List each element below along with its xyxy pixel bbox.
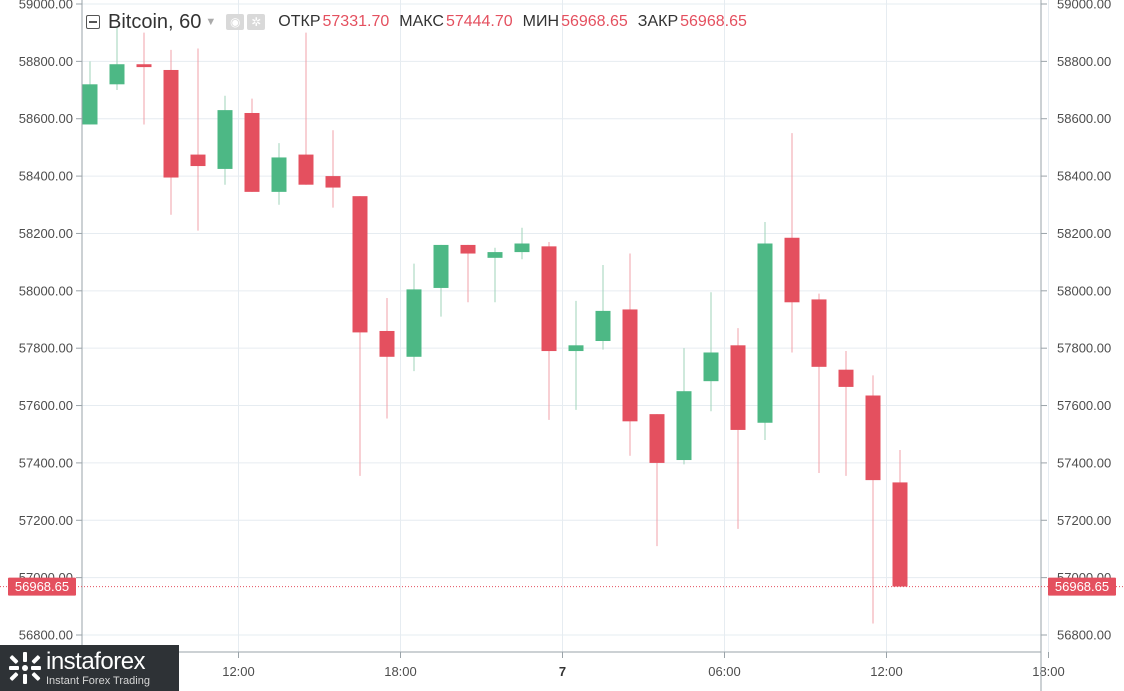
candle-body-down: [541, 246, 557, 352]
candle-body-up: [109, 64, 125, 85]
y-tick-label-left: 58600.00: [19, 111, 73, 126]
y-tick-label-right: 57800.00: [1057, 341, 1111, 356]
candle-body-down: [163, 69, 179, 178]
candles: [82, 26, 908, 624]
y-tick-label-left: 57200.00: [19, 513, 73, 528]
series-legend: Bitcoin, 60 ▼ ◉ ✲ ОТКР 57331.70 МАКС 574…: [86, 9, 747, 35]
candle-body-down: [811, 299, 827, 367]
x-tick-label: 18:00: [1032, 664, 1065, 679]
candle-body-down: [190, 154, 206, 167]
high-value: 57444.70: [445, 13, 513, 30]
close-label: ЗАКР: [637, 13, 679, 30]
logo-tagline: Instant Forex Trading: [46, 674, 150, 687]
symbol-title[interactable]: Bitcoin, 60: [108, 10, 202, 33]
candle-body-down: [244, 112, 260, 192]
candle-body-down: [379, 330, 395, 357]
chevron-down-icon[interactable]: ▼: [205, 16, 217, 28]
logo-mark-icon: [9, 652, 41, 684]
y-tick-label-left: 57600.00: [19, 398, 73, 413]
y-tick-label-right: 58200.00: [1057, 226, 1111, 241]
open-value: 57331.70: [322, 13, 390, 30]
close-value: 56968.65: [680, 13, 747, 30]
y-tick-label-left: 57400.00: [19, 455, 73, 470]
candle-body-down: [325, 176, 341, 188]
candle-body-up: [514, 243, 530, 253]
candle-body-up: [703, 352, 719, 382]
candle-body-down: [730, 345, 746, 430]
grid-lines: [82, 0, 1049, 652]
last-price-marker: 56968.65 56968.65: [0, 577, 1124, 596]
instaforex-logo: instaforex Instant Forex Trading: [0, 645, 179, 691]
y-tick-label-right: 58000.00: [1057, 283, 1111, 298]
candle-body-up: [595, 310, 611, 342]
candle-body-up: [406, 289, 422, 357]
candle-body-down: [136, 64, 152, 68]
candle-body-up: [217, 110, 233, 169]
candle-body-down: [649, 414, 665, 463]
candle-body-down: [298, 154, 314, 185]
y-tick-label-left: 58000.00: [19, 283, 73, 298]
y-tick-label-right: 59000.00: [1057, 0, 1111, 12]
candle-body-up: [676, 391, 692, 461]
candle-body-up: [271, 157, 287, 192]
y-tick-label-left: 58800.00: [19, 54, 73, 69]
collapse-icon[interactable]: [86, 15, 100, 29]
candle-body-down: [352, 196, 368, 333]
candle-body-up: [82, 84, 98, 125]
eye-icon[interactable]: ◉: [226, 14, 245, 30]
candle-body-down: [784, 237, 800, 303]
candle-body-down: [460, 244, 476, 254]
gear-icon[interactable]: ✲: [247, 14, 266, 30]
last-price-label-left: 56968.65: [15, 579, 69, 594]
y-tick-label-left: 57800.00: [19, 341, 73, 356]
x-tick-label: 12:00: [222, 664, 255, 679]
candle-body-down: [838, 369, 854, 387]
y-tick-label-left: 59000.00: [19, 0, 73, 12]
candle-body-down: [622, 309, 638, 422]
y-tick-label-left: 58400.00: [19, 169, 73, 184]
last-price-box-right: [1048, 577, 1116, 596]
y-tick-label-right: 57200.00: [1057, 513, 1111, 528]
y-tick-label-right: 57600.00: [1057, 398, 1111, 413]
y-tick-label-right: 58800.00: [1057, 54, 1111, 69]
candle-body-up: [757, 243, 773, 423]
y-tick-label-left: 56800.00: [19, 628, 73, 643]
x-tick-label: 12:00: [870, 664, 903, 679]
low-value: 56968.65: [561, 13, 628, 30]
y-tick-label-right: 58600.00: [1057, 111, 1111, 126]
y-tick-label-right: 56800.00: [1057, 628, 1111, 643]
candle-body-down: [865, 395, 881, 481]
candle-body-up: [487, 252, 503, 258]
low-label: МИН: [522, 13, 560, 30]
high-label: МАКС: [399, 13, 444, 30]
y-tick-label-left: 58200.00: [19, 226, 73, 241]
candle-body-up: [568, 345, 584, 352]
candle-body-down: [892, 482, 908, 587]
open-label: ОТКР: [278, 13, 321, 30]
y-tick-label-right: 57400.00: [1057, 455, 1111, 470]
last-price-box-left: [8, 577, 76, 596]
x-tick-label: 18:00: [384, 664, 417, 679]
last-price-label-right: 56968.65: [1055, 579, 1109, 594]
x-tick-label: 7: [559, 664, 566, 679]
x-tick-label: 06:00: [708, 664, 741, 679]
candle-body-up: [433, 244, 449, 288]
y-tick-label-right: 58400.00: [1057, 169, 1111, 184]
logo-name: instaforex: [46, 647, 146, 675]
